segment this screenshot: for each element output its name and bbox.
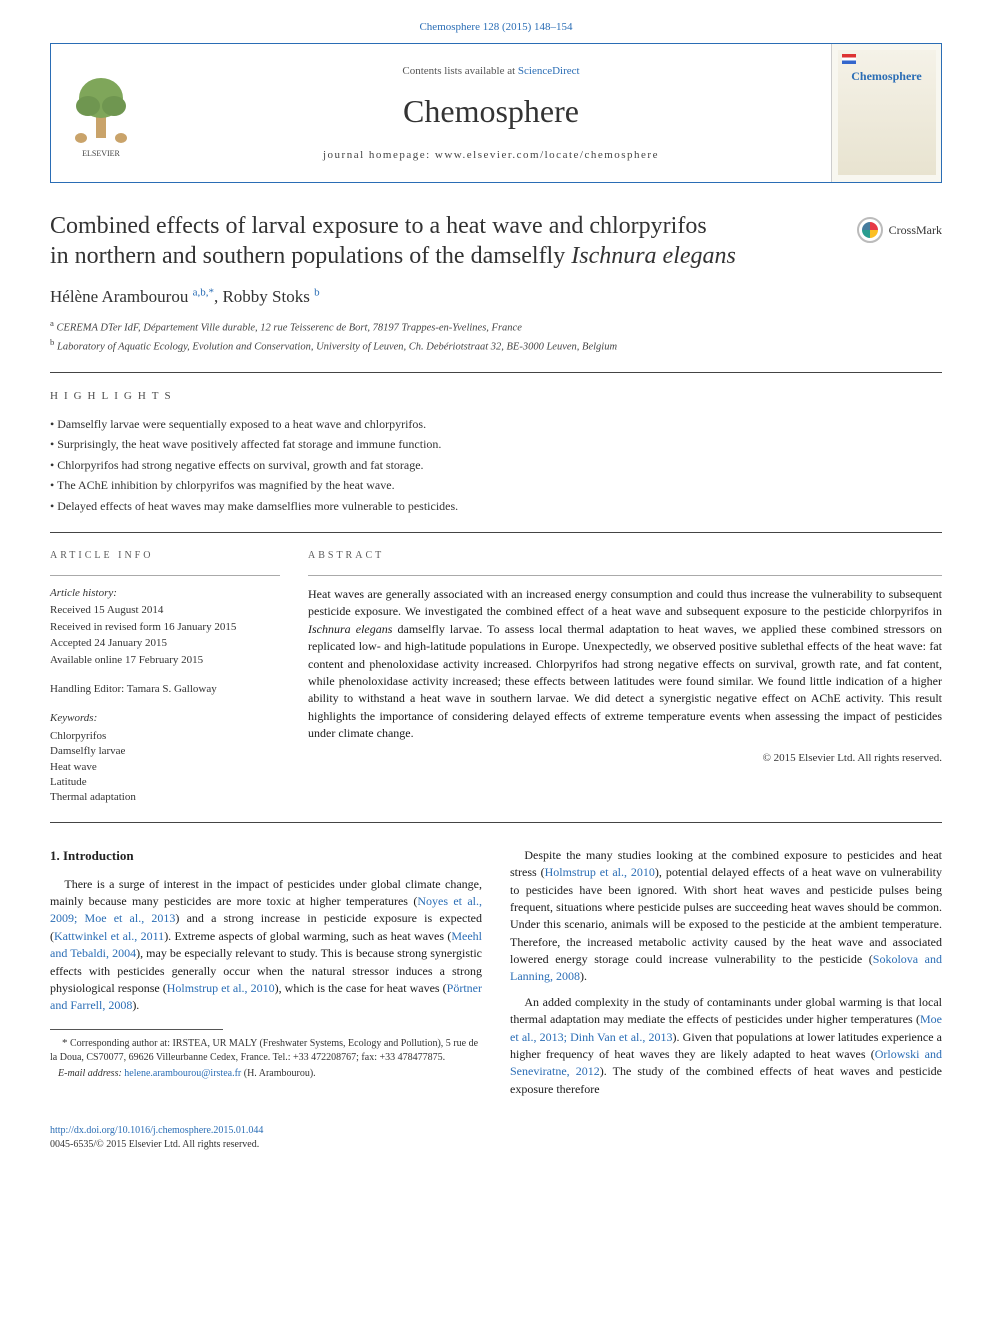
rule-2 (50, 532, 942, 533)
abstract: abstract Heat waves are generally associ… (308, 549, 942, 806)
keyword: Damselfly larvae (50, 744, 280, 759)
abstract-rule (308, 575, 942, 576)
received-date: Received 15 August 2014 (50, 603, 280, 618)
highlight-item: Chlorpyrifos had strong negative effects… (50, 455, 942, 475)
footnote-separator (50, 1029, 223, 1030)
highlights-list: Damselfly larvae were sequentially expos… (50, 414, 942, 516)
affil-b: Laboratory of Aquatic Ecology, Evolution… (54, 342, 617, 353)
doi-link[interactable]: http://dx.doi.org/10.1016/j.chemosphere.… (50, 1125, 263, 1136)
abstract-pre: Heat waves are generally associated with… (308, 587, 942, 618)
article-info-label: article info (50, 549, 280, 563)
crossmark-badge-icon (857, 217, 883, 243)
keywords-label: Keywords: (50, 711, 280, 726)
abstract-label: abstract (308, 549, 942, 563)
sciencedirect-link[interactable]: ScienceDirect (518, 65, 580, 77)
author-2-name: Robby Stoks (222, 287, 309, 306)
rule-1 (50, 372, 942, 373)
journal-cover-box: Chemosphere (831, 44, 941, 182)
journal-banner: ELSEVIER Contents lists available at Sci… (50, 43, 942, 183)
affil-a: CEREMA DTer IdF, Département Ville durab… (54, 323, 522, 334)
author-1-affil[interactable]: a,b, (193, 287, 209, 299)
email-footnote: E-mail address: helene.arambourou@irstea… (50, 1067, 482, 1081)
highlight-item: Damselfly larvae were sequentially expos… (50, 414, 942, 434)
intro-heading: 1. Introduction (50, 847, 482, 866)
highlight-item: Surprisingly, the heat wave positively a… (50, 434, 942, 454)
abstract-text: Heat waves are generally associated with… (308, 586, 942, 743)
cite-link[interactable]: Kattwinkel et al., 2011 (54, 929, 164, 943)
author-1-name: Hélène Arambourou (50, 287, 188, 306)
cover-flag-icon (842, 54, 856, 64)
cite-link[interactable]: Holmstrup et al., 2010 (545, 865, 655, 879)
email-link[interactable]: helene.arambourou@irstea.fr (124, 1068, 241, 1079)
publisher-name: ELSEVIER (82, 149, 120, 158)
intro-p1: There is a surge of interest in the impa… (50, 876, 482, 1015)
highlight-item: Delayed effects of heat waves may make d… (50, 496, 942, 516)
homepage-prefix: journal homepage: (323, 149, 435, 161)
journal-homepage: journal homepage: www.elsevier.com/locat… (323, 148, 659, 163)
page-footer: http://dx.doi.org/10.1016/j.chemosphere.… (50, 1124, 942, 1152)
article-title: Combined effects of larval exposure to a… (50, 211, 841, 271)
journal-name: Chemosphere (403, 89, 579, 134)
banner-center: Contents lists available at ScienceDirec… (151, 44, 831, 182)
title-line1: Combined effects of larval exposure to a… (50, 213, 707, 239)
email-label: E-mail address: (58, 1068, 124, 1079)
authors: Hélène Arambourou a,b,*, Robby Stoks b (50, 285, 942, 309)
crossmark-widget[interactable]: CrossMark (857, 217, 942, 243)
handling-editor: Handling Editor: Tamara S. Galloway (50, 682, 280, 697)
contents-prefix: Contents lists available at (402, 65, 517, 77)
p1-seg: ), which is the case for heat waves ( (275, 981, 447, 995)
intro-p2: Despite the many studies looking at the … (510, 847, 942, 986)
footnotes: * Corresponding author at: IRSTEA, UR MA… (50, 1036, 482, 1081)
online-date: Available online 17 February 2015 (50, 653, 280, 668)
author-2-affil[interactable]: b (314, 287, 320, 299)
abstract-copyright: © 2015 Elsevier Ltd. All rights reserved… (308, 751, 942, 766)
homepage-url: www.elsevier.com/locate/chemosphere (435, 149, 659, 161)
rule-3 (50, 822, 942, 823)
cite-link[interactable]: Holmstrup et al., 2010 (167, 981, 275, 995)
highlights-label: highlights (50, 389, 942, 404)
revised-date: Received in revised form 16 January 2015 (50, 620, 280, 635)
affiliations: a CEREMA DTer IdF, Département Ville dur… (50, 317, 942, 356)
corresponding-footnote: * Corresponding author at: IRSTEA, UR MA… (50, 1036, 482, 1065)
accepted-date: Accepted 24 January 2015 (50, 636, 280, 651)
keyword: Heat wave (50, 760, 280, 775)
history-label: Article history: (50, 586, 280, 601)
body-columns: 1. Introduction There is a surge of inte… (50, 847, 942, 1106)
keyword: Chlorpyrifos (50, 729, 280, 744)
article-info: article info Article history: Received 1… (50, 549, 280, 806)
cover-title: Chemosphere (838, 68, 936, 85)
p2-seg: ), potential delayed effects of a heat w… (510, 865, 942, 966)
p1-seg: ). Extreme aspects of global warming, su… (164, 929, 451, 943)
corr-text: Corresponding author at: IRSTEA, UR MALY… (50, 1038, 478, 1063)
keyword: Latitude (50, 775, 280, 790)
p1-seg: ). (132, 998, 139, 1012)
p2-seg: ). (580, 969, 587, 983)
journal-cover-thumb: Chemosphere (838, 50, 936, 175)
citation-header: Chemosphere 128 (2015) 148–154 (50, 20, 942, 35)
email-suffix: (H. Arambourou). (241, 1068, 315, 1079)
info-rule (50, 575, 280, 576)
highlight-item: The AChE inhibition by chlorpyrifos was … (50, 475, 942, 495)
p3-seg: An added complexity in the study of cont… (510, 995, 942, 1026)
abstract-species: Ischnura elegans (308, 622, 392, 636)
elsevier-tree-icon: ELSEVIER (66, 68, 136, 158)
issn-copyright: 0045-6535/© 2015 Elsevier Ltd. All right… (50, 1138, 942, 1152)
contents-line: Contents lists available at ScienceDirec… (402, 64, 579, 79)
intro-p3: An added complexity in the study of cont… (510, 994, 942, 1098)
keyword: Thermal adaptation (50, 790, 280, 805)
crossmark-label: CrossMark (889, 222, 942, 239)
title-line2-a: in northern and southern populations of … (50, 243, 571, 269)
title-species: Ischnura elegans (571, 243, 736, 269)
abstract-post: damselfly larvae. To assess local therma… (308, 622, 942, 740)
publisher-logo-box: ELSEVIER (51, 44, 151, 182)
citation-link[interactable]: Chemosphere 128 (2015) 148–154 (419, 21, 572, 33)
